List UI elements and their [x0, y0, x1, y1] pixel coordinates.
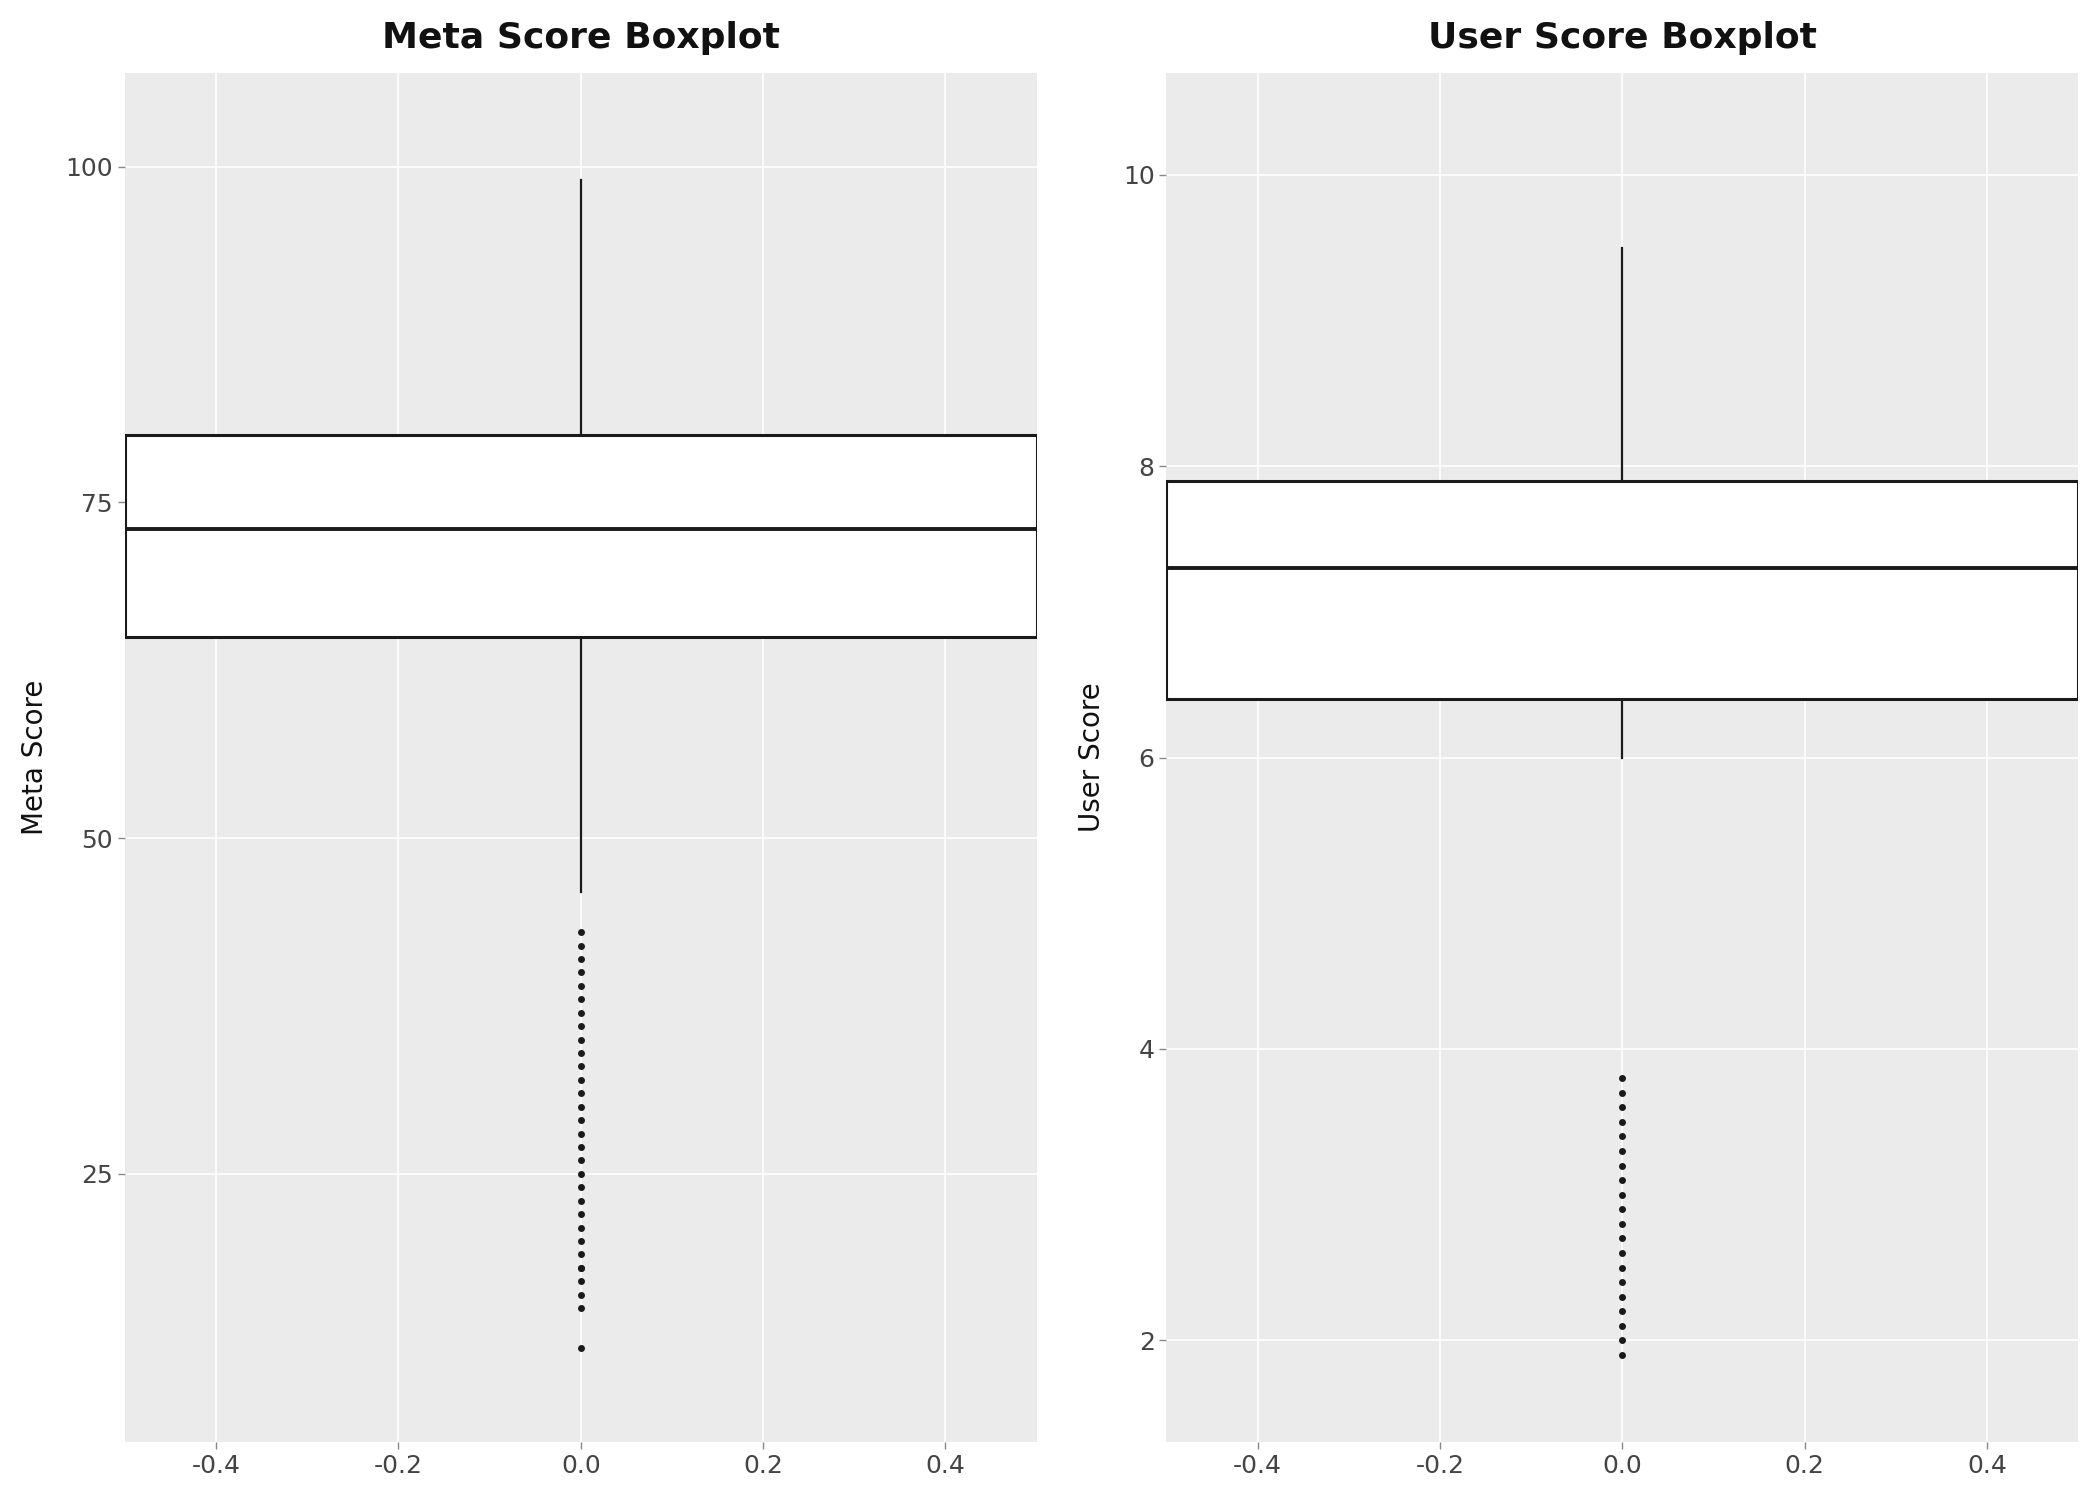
Bar: [126, 435, 1037, 637]
Title: Meta Score Boxplot: Meta Score Boxplot: [382, 21, 779, 55]
Title: User Score Boxplot: User Score Boxplot: [1427, 21, 1818, 55]
Y-axis label: Meta Score: Meta Score: [21, 681, 48, 835]
Y-axis label: User Score: User Score: [1079, 682, 1106, 832]
Bar: [1167, 481, 2078, 700]
